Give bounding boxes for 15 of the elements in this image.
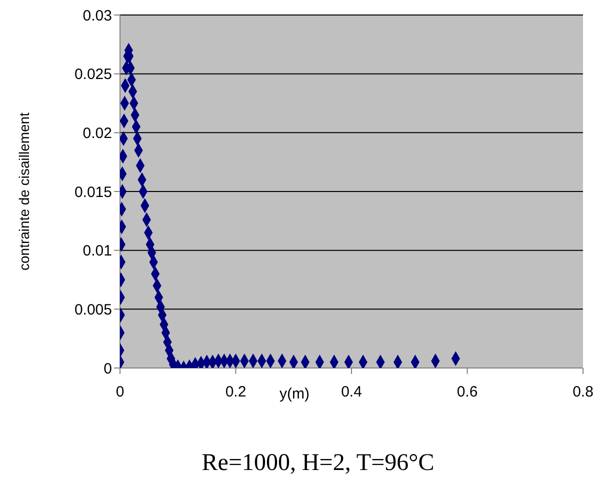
y-tick-label: 0.005 [74, 301, 112, 318]
y-tick-label: 0.01 [82, 242, 112, 260]
y-tick-label: 0 [104, 360, 112, 378]
y-axis-title: contrainte de cisaillement [16, 112, 32, 270]
y-tick-label: 0.03 [82, 7, 112, 24]
y-tick-label: 0.025 [74, 66, 112, 84]
y-tick-label: 0.015 [74, 184, 112, 201]
x-tick-label: 0.6 [456, 384, 478, 401]
text: Re=1000, H=2, T=96°C [200, 450, 436, 477]
x-tick-label: 0.2 [225, 384, 246, 401]
y-tick-label: 0.02 [82, 124, 112, 142]
x-axis-title: y(m) [280, 386, 310, 403]
x-tick-label: 0.4 [341, 384, 362, 401]
x-tick-label: 0.8 [572, 384, 594, 401]
x-tick-label: 0 [116, 384, 124, 401]
